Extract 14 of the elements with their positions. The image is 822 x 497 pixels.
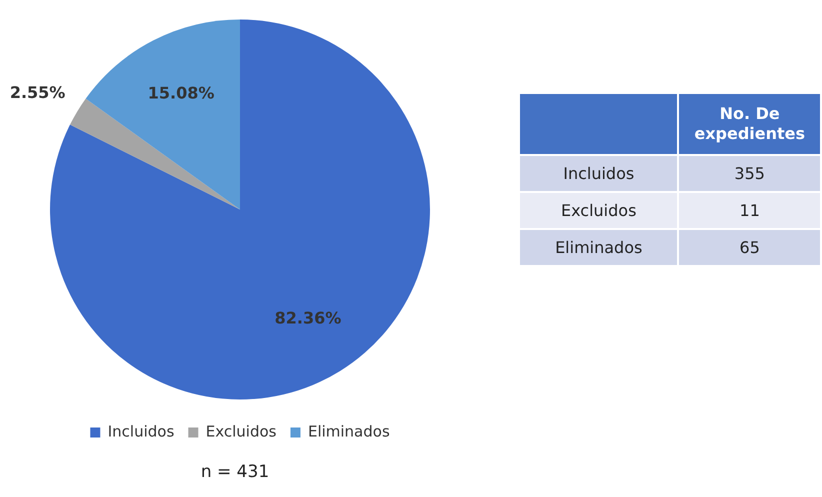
text: 65 [679, 230, 820, 265]
category-label: Eliminados [555, 238, 642, 257]
text: No. De expedientes [679, 94, 820, 154]
data-label: 2.55% [10, 83, 66, 102]
text: 355 [679, 156, 820, 191]
legend-label: Eliminados [308, 422, 390, 440]
legend-label: Incluidos [108, 422, 174, 440]
text: 11 [679, 193, 820, 228]
data-label: 82.36% [274, 308, 342, 328]
data-label: 15.08% [148, 84, 214, 103]
category-label: Excluidos [561, 201, 636, 220]
slice-label: Incluidos [520, 156, 678, 191]
legend-label: Excluidos [206, 422, 277, 440]
text: n = 431 [200, 462, 270, 482]
